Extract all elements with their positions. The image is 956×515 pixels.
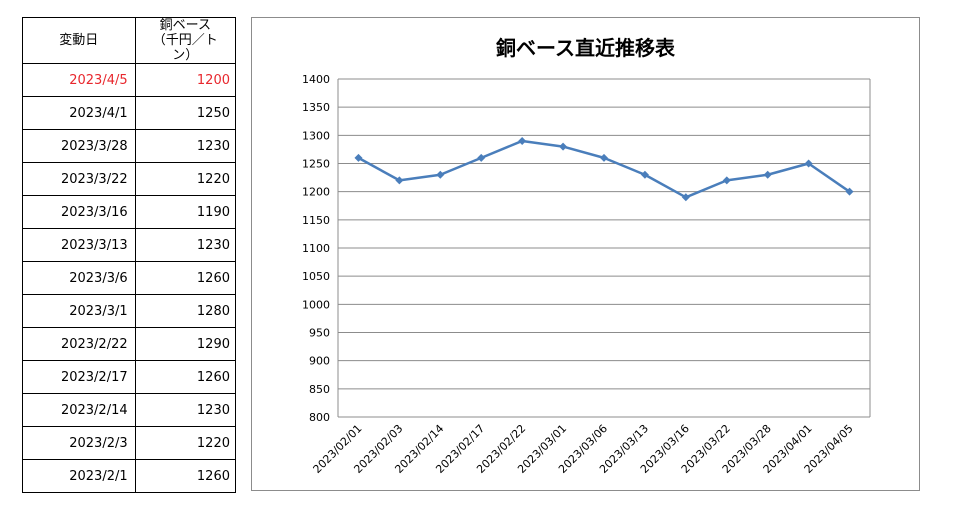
chart-title: 銅ベース直近推移表 [496,36,675,60]
data-point-marker [559,142,568,151]
row-value: 1250 [134,96,237,130]
row-value: 1230 [134,228,237,262]
row-value: 1280 [134,294,237,328]
data-point-marker [600,153,608,162]
data-point-marker [763,170,772,179]
row-date: 2023/3/22 [22,162,136,196]
table-header-row: 変動日 銅ベース （千円／トン） [22,17,237,64]
header-value-line2: （千円／トン） [152,33,218,63]
row-date: 2023/2/1 [22,459,136,493]
table-row: 2023/2/22 1290 [22,327,237,361]
row-date: 2023/4/1 [22,96,136,130]
table-row: 2023/4/1 1250 [22,96,237,130]
row-value: 1260 [134,459,237,493]
data-point-marker [681,193,690,202]
row-date: 2023/2/3 [22,426,136,460]
header-value: 銅ベース （千円／トン） [134,17,237,64]
y-tick-label: 800 [309,411,330,424]
header-date: 変動日 [22,17,136,64]
row-value: 1220 [134,426,237,460]
y-tick-label: 1350 [302,101,330,114]
y-tick-label: 1100 [302,242,330,255]
row-value: 1260 [134,261,237,295]
y-tick-label: 850 [309,383,330,396]
copper-price-table: 変動日 銅ベース （千円／トン） 2023/4/5 1200 2023/4/1 125… [22,17,237,493]
y-tick-label: 1000 [302,298,330,311]
table-row: 2023/3/22 1220 [22,162,237,196]
y-tick-label: 900 [309,355,330,368]
row-date: 2023/2/22 [22,327,136,361]
y-tick-label: 1400 [302,73,330,86]
data-point-marker [395,176,404,185]
row-value: 1220 [134,162,237,196]
data-point-marker [477,153,486,162]
data-point-marker [436,170,445,179]
table-row: 2023/2/17 1260 [22,360,237,394]
table-row: 2023/2/14 1230 [22,393,237,427]
row-value: 1230 [134,393,237,427]
series-line [357,139,851,199]
table-row: 2023/3/1 1280 [22,294,237,328]
row-date: 2023/2/17 [22,360,136,394]
table-row: 2023/3/13 1230 [22,228,237,262]
table-row: 2023/3/16 1190 [22,195,237,229]
y-tick-label: 1250 [302,158,330,171]
row-date: 2023/2/14 [22,393,136,427]
line-chart: 800 850 900 950 1000 1050 1100 1150 1200 1250 1300… [302,73,871,476]
table-row: 2023/4/5 1200 [22,63,237,97]
row-value: 1230 [134,129,237,163]
row-value: 1200 [134,63,237,97]
y-tick-label: 1150 [302,214,330,227]
row-value: 1260 [134,360,237,394]
data-point-marker [518,136,527,145]
table-row: 2023/3/28 1230 [22,129,237,163]
y-tick-label: 1300 [302,129,330,142]
table-row: 2023/2/1 1260 [22,459,237,493]
row-date: 2023/3/28 [22,129,136,163]
y-tick-label: 950 [309,327,330,340]
header-value-line1: 銅ベース [159,18,211,33]
y-tick-label: 1050 [302,270,330,283]
data-point-marker [804,159,813,168]
table-row: 2023/2/3 1220 [22,426,237,460]
row-value: 1190 [134,195,237,229]
table-row: 2023/3/6 1260 [22,261,237,295]
data-point-marker [845,187,854,196]
row-date: 2023/3/16 [22,195,136,229]
data-point-marker [354,153,363,162]
row-date: 2023/3/6 [22,261,136,295]
data-point-marker [722,176,731,185]
row-date: 2023/3/1 [22,294,136,328]
row-value: 1290 [134,327,237,361]
row-date: 2023/4/5 [22,63,136,97]
y-tick-label: 1200 [302,186,330,199]
data-point-marker [640,170,649,179]
row-date: 2023/3/13 [22,228,136,262]
chart-area: 銅ベース直近推移表 800 850 900 950 1000 1050 1100 1150 12… [251,17,920,491]
